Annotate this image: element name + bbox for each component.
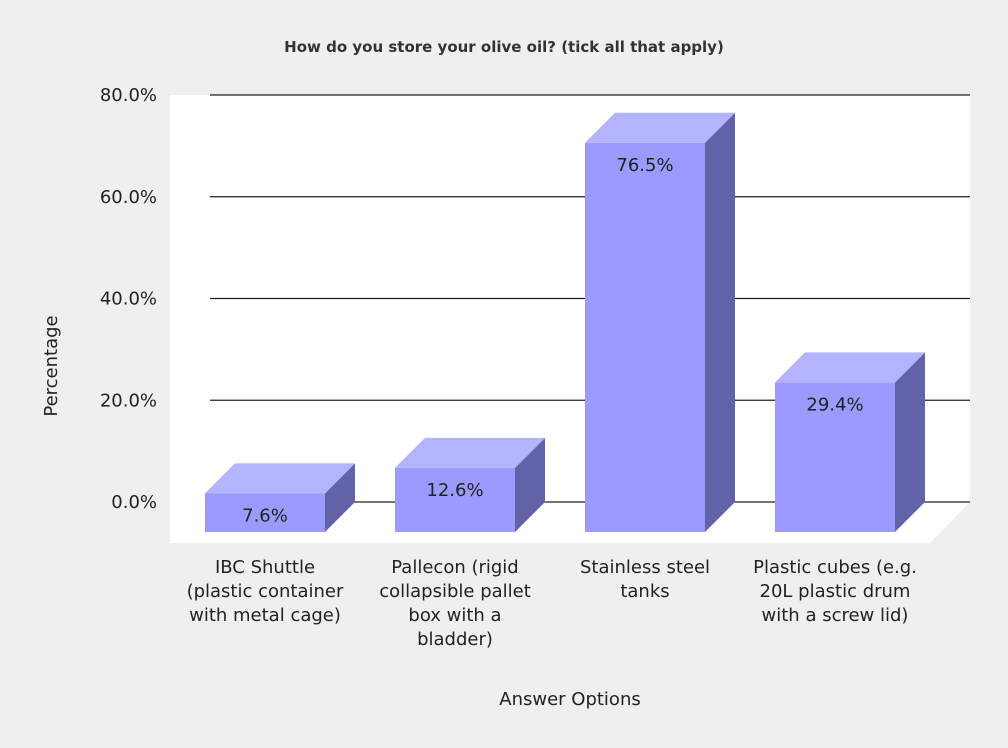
bar-top <box>585 112 735 143</box>
x-tick-label: Stainless steel tanks <box>580 557 710 602</box>
y-tick-label: 40.0% <box>100 289 157 310</box>
chart-title: How do you store your olive oil? (tick a… <box>284 38 724 56</box>
y-tick-label: 0.0% <box>111 492 157 513</box>
plot-area: 0.0% 20.0% 40.0% 60.0% 80.0% 7.6% IBC Shuttle(… <box>100 85 970 650</box>
data-label: 7.6% <box>242 505 288 526</box>
x-tick-label: IBC Shuttle (plastic container with metal … <box>187 557 344 626</box>
bar-side <box>515 437 545 532</box>
bar-side <box>325 463 355 532</box>
y-tick-label: 80.0% <box>100 85 157 106</box>
y-axis-title: Percentage <box>41 315 62 416</box>
bar-top <box>205 463 355 494</box>
data-label: 29.4% <box>806 394 863 415</box>
y-tick-label: 60.0% <box>100 187 157 208</box>
x-tick-label: Plastic cubes (e.g. 20L plastic drum with … <box>753 557 917 626</box>
x-axis-title: Answer Options <box>499 689 640 710</box>
floor <box>170 502 970 543</box>
bar <box>585 142 705 532</box>
y-tick-label: 20.0% <box>100 390 157 411</box>
data-label: 76.5% <box>616 155 673 176</box>
bar-side <box>705 112 735 533</box>
data-label: 12.6% <box>426 480 483 501</box>
bar-top <box>775 352 925 383</box>
bar <box>205 493 325 532</box>
bar-top <box>395 437 545 468</box>
bar <box>775 382 895 532</box>
x-tick-label: Pallecon (rigid collapsible pallet box wit… <box>379 557 531 650</box>
bar-side <box>895 352 925 532</box>
bar <box>395 467 515 532</box>
side-wall <box>170 95 210 543</box>
